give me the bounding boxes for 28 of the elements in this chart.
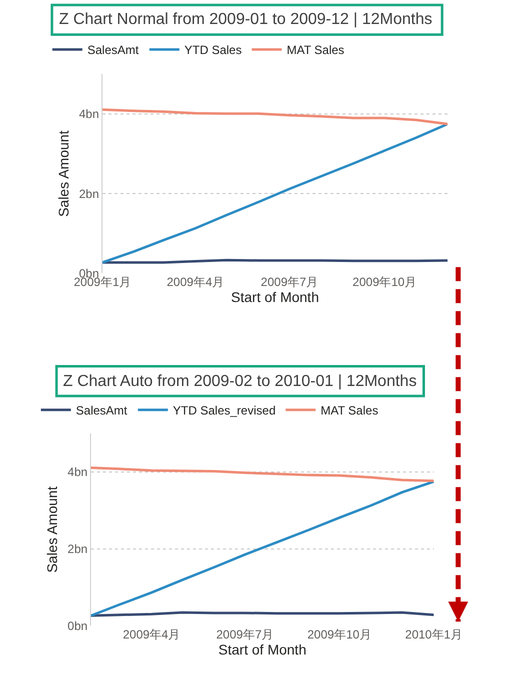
x-tick-label: 2010年1月	[405, 628, 463, 642]
chart-title: Z Chart Auto from 2009-02 to 2010-01 | 12Months	[63, 373, 417, 390]
y-axis-title: Sales Amount	[44, 486, 60, 573]
x-tick-label: 2009年7月	[216, 628, 274, 642]
y-tick-label: 2bn	[79, 186, 100, 201]
x-tick-label: 2009年4月	[122, 628, 180, 642]
x-tick-label: 2009年10月	[352, 275, 417, 290]
y-axis-title: Sales Amount	[56, 130, 72, 217]
y-tick-label: 4bn	[79, 107, 100, 122]
line-series	[102, 122, 448, 264]
legend-label: SalesAmt	[87, 43, 140, 58]
y-tick-label: 4bn	[68, 465, 88, 480]
line-series	[90, 466, 434, 482]
legend-label: YTD Sales	[184, 43, 242, 58]
x-tick-label: 2009年4月	[166, 275, 224, 290]
x-tick-label: 2009年10月	[307, 628, 372, 642]
legend-label: SalesAmt	[76, 404, 128, 418]
y-tick-label: 2bn	[68, 542, 88, 556]
x-axis-title: Start of Month	[218, 642, 306, 658]
legend-label: MAT Sales	[286, 43, 344, 58]
chart-title: Z Chart Normal from 2009-01 to 2009-12 | 12Months	[59, 11, 432, 28]
line-series	[90, 480, 434, 617]
line-series	[102, 108, 448, 126]
legend-label: MAT Sales	[320, 404, 378, 418]
legend-label: YTD Sales_revised	[172, 404, 276, 418]
x-tick-label: 2009年7月	[260, 275, 318, 290]
y-tick-label: 0bn	[68, 618, 88, 633]
x-axis-title: Start of Month	[231, 289, 319, 306]
